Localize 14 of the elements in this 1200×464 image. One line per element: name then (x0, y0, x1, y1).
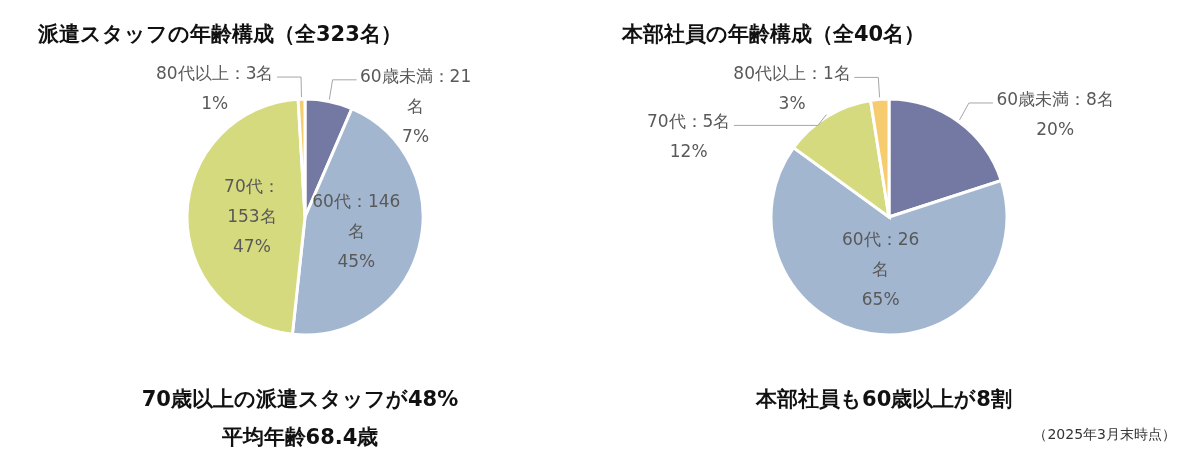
slice-label: 80代以上：1名 3% (733, 63, 851, 114)
chart-title: 本部社員の年齢構成（全40名） (622, 21, 926, 48)
text: 平均年齢68.4歳 (220, 424, 380, 451)
text: （2025年3月末時点） (1033, 426, 1176, 444)
slice-label: 70代：5名 12% (646, 111, 731, 162)
slice-label: 60代：26 名 65% (842, 229, 920, 310)
text: 70歳以上の派遣スタッフが48% (140, 386, 460, 413)
chart-title: 派遣スタッフの年齢構成（全323名） (38, 21, 402, 48)
slice-label: 60歳未満：8名 20% (996, 88, 1114, 139)
slice-label: 60代：146 名 45% (312, 190, 401, 271)
text: 本部社員も60歳以上が8割 (754, 386, 1013, 413)
slice-label: 60歳未満：21 名 7% (359, 65, 472, 146)
slice-label: 80代以上：3名 1% (156, 63, 274, 114)
slice-label: 70代： 153名 47% (224, 175, 280, 256)
